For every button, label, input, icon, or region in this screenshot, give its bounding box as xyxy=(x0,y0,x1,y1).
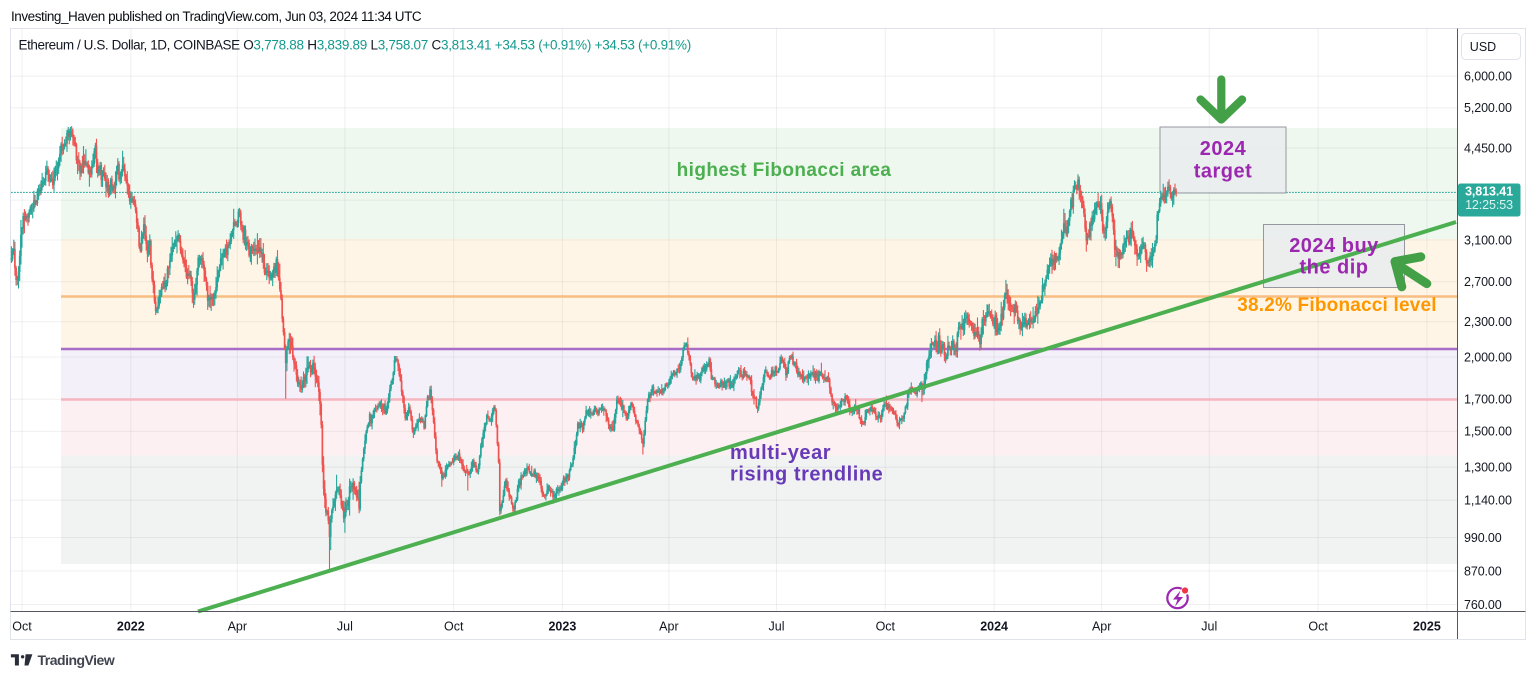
svg-text:Oct: Oct xyxy=(1308,620,1328,634)
svg-text:Jul: Jul xyxy=(1201,620,1217,634)
svg-text:multi-year: multi-year xyxy=(730,442,831,464)
svg-text:2,300.00: 2,300.00 xyxy=(1464,315,1512,329)
svg-text:12:25:53: 12:25:53 xyxy=(1465,198,1513,212)
svg-text:Investing_Haven published on T: Investing_Haven published on TradingView… xyxy=(11,9,422,24)
svg-text:6,000.00: 6,000.00 xyxy=(1464,70,1512,84)
svg-text:990.00: 990.00 xyxy=(1464,531,1502,545)
svg-text:3,813.41: 3,813.41 xyxy=(1465,185,1513,199)
svg-text:3,100.00: 3,100.00 xyxy=(1464,233,1512,247)
svg-text:1,300.00: 1,300.00 xyxy=(1464,461,1512,475)
svg-text:Oct: Oct xyxy=(12,620,32,634)
svg-text:4,450.00: 4,450.00 xyxy=(1464,141,1512,155)
svg-text:USD: USD xyxy=(1470,40,1496,54)
svg-text:the dip: the dip xyxy=(1299,257,1368,279)
svg-text:2025: 2025 xyxy=(1413,620,1441,634)
svg-text:2,000.00: 2,000.00 xyxy=(1464,350,1512,364)
svg-text:2023: 2023 xyxy=(548,620,576,634)
svg-text:2022: 2022 xyxy=(117,620,145,634)
svg-text:Jul: Jul xyxy=(769,620,785,634)
svg-text:1,500.00: 1,500.00 xyxy=(1464,425,1512,439)
svg-text:Jul: Jul xyxy=(337,620,353,634)
svg-text:2024 buy: 2024 buy xyxy=(1289,235,1379,257)
svg-text:2024: 2024 xyxy=(1200,138,1247,160)
svg-text:Oct: Oct xyxy=(876,620,896,634)
svg-text:highest Fibonacci area: highest Fibonacci area xyxy=(677,160,892,181)
svg-text:rising trendline: rising trendline xyxy=(730,464,883,486)
svg-text:Oct: Oct xyxy=(444,620,464,634)
svg-text:760.00: 760.00 xyxy=(1464,598,1502,612)
svg-text:1,140.00: 1,140.00 xyxy=(1464,494,1512,508)
svg-text:Apr: Apr xyxy=(1092,620,1111,634)
svg-text:2,700.00: 2,700.00 xyxy=(1464,275,1512,289)
svg-text:870.00: 870.00 xyxy=(1464,564,1502,578)
svg-text:TradingView: TradingView xyxy=(38,652,115,668)
svg-text:Ethereum / U.S. Dollar, 1D, CO: Ethereum / U.S. Dollar, 1D, COINBASE O3,… xyxy=(19,38,691,53)
svg-text:target: target xyxy=(1194,161,1253,183)
svg-text:38.2% Fibonacci level: 38.2% Fibonacci level xyxy=(1237,295,1437,316)
svg-text:5,200.00: 5,200.00 xyxy=(1464,101,1512,115)
svg-text:1,700.00: 1,700.00 xyxy=(1464,393,1512,407)
svg-text:2024: 2024 xyxy=(980,620,1008,634)
svg-text:Apr: Apr xyxy=(228,620,247,634)
svg-text:Apr: Apr xyxy=(659,620,678,634)
